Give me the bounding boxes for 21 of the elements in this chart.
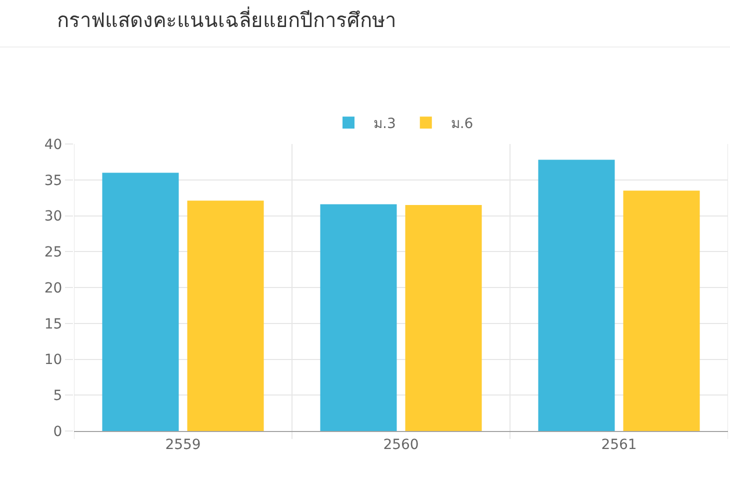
y-tick-label: 5 [53, 388, 62, 404]
y-tick-label: 40 [44, 136, 62, 153]
y-tick-label: 0 [53, 424, 62, 440]
bar [623, 190, 700, 431]
x-tick-label: 2560 [383, 436, 419, 453]
y-tick-label: 10 [44, 352, 62, 368]
bar [320, 204, 397, 431]
bar [405, 204, 482, 431]
chart-title: กราฟแสดงคะแนนเฉลี่ยแยกปีการศึกษา [57, 6, 396, 32]
y-tick-label: 25 [44, 244, 62, 261]
y-tick-label: 30 [44, 208, 62, 225]
bar [187, 200, 264, 431]
x-tick-label: 2561 [601, 436, 637, 453]
bar [102, 172, 179, 431]
y-tick-label: 15 [44, 316, 62, 332]
legend-label: ม.3 [374, 116, 396, 132]
x-tick-label: 2559 [165, 436, 201, 453]
y-tick-label: 35 [44, 172, 62, 189]
legend-label: ม.6 [450, 116, 474, 132]
bar [538, 160, 615, 431]
y-tick-label: 20 [44, 280, 62, 296]
